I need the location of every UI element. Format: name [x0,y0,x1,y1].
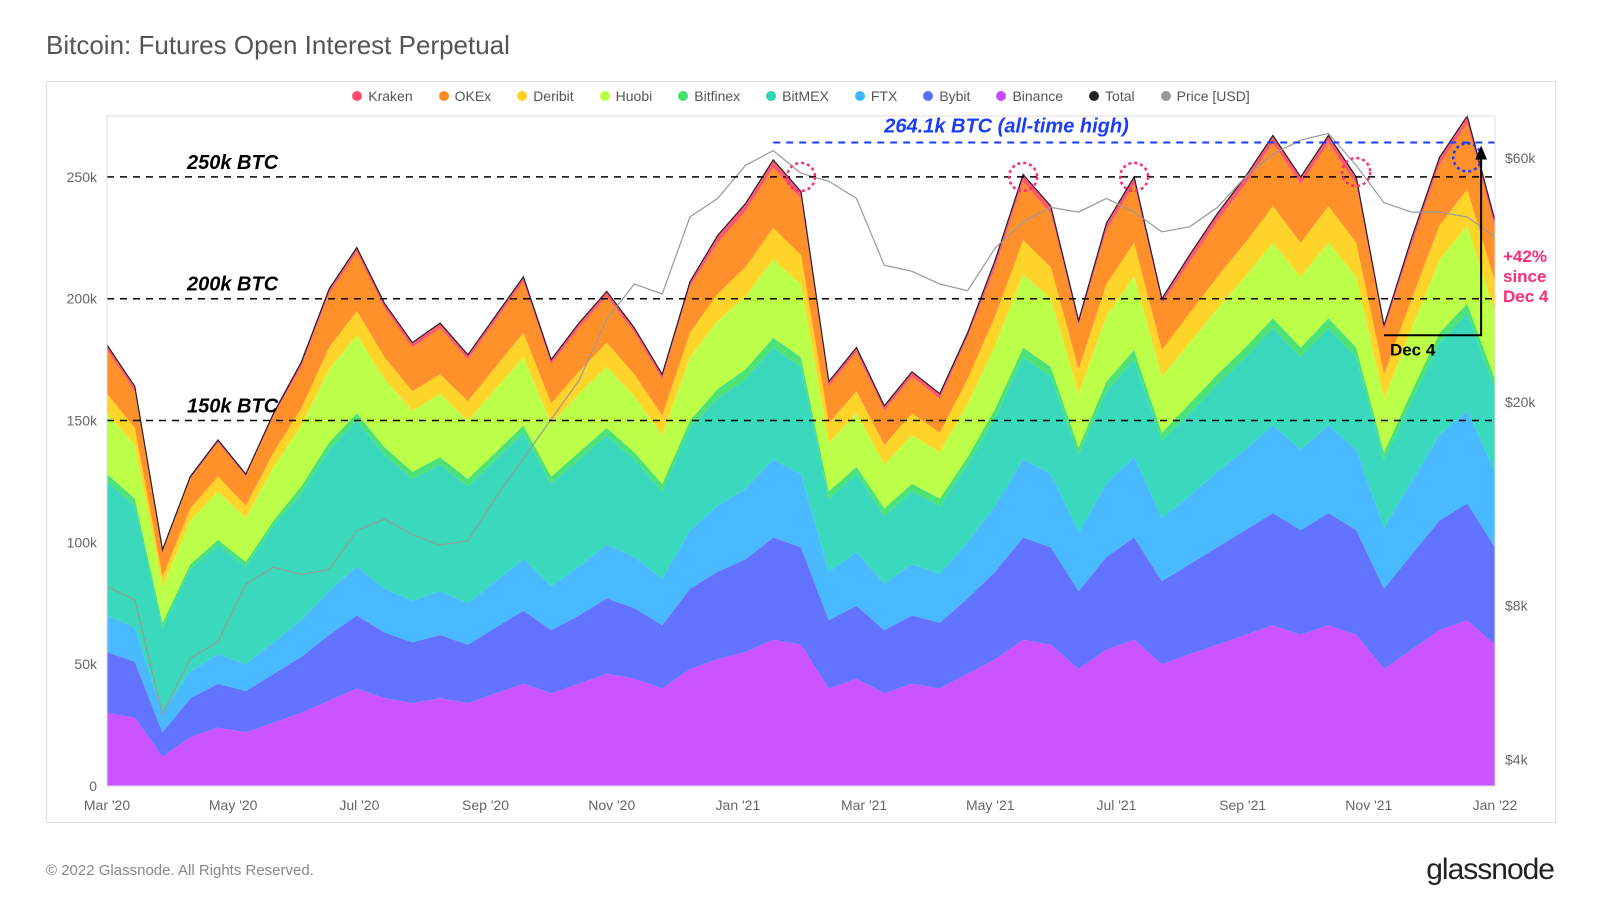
ref-line-label: 200k BTC [186,274,279,296]
copyright-text: © 2022 Glassnode. All Rights Reserved. [46,862,314,879]
dec4-label: Dec 4 [1390,340,1436,359]
chart-frame: KrakenOKExDeribitHuobiBitfinexBitMEXFTXB… [46,81,1556,823]
ref-line-label: 150k BTC [187,396,279,418]
x-tick: Sep '21 [1219,797,1266,813]
brand-logo: glassnode [1426,853,1554,887]
x-tick: May '21 [966,797,1015,813]
y-right-tick: $8k [1505,597,1529,613]
x-tick: Jul '20 [339,797,379,813]
x-tick: Jan '21 [716,797,761,813]
x-tick: Nov '21 [1345,797,1392,813]
x-tick: Sep '20 [462,797,509,813]
chart-title: Bitcoin: Futures Open Interest Perpetual [46,30,1560,61]
ref-line-label: 250k BTC [186,152,279,174]
x-tick: Nov '20 [588,797,635,813]
x-tick: Mar '21 [841,797,887,813]
x-tick: Jul '21 [1096,797,1136,813]
pct-annotation: +42% [1503,247,1547,266]
pct-annotation: Dec 4 [1503,287,1549,306]
y-right-tick: $60k [1505,150,1536,166]
y-left-tick: 0 [89,778,97,794]
y-left-tick: 50k [74,656,98,672]
y-left-tick: 100k [67,534,98,550]
x-tick: May '20 [209,797,258,813]
y-left-tick: 250k [67,169,98,185]
x-tick: Mar '20 [84,797,130,813]
y-left-tick: 150k [67,413,98,429]
x-tick: Jan '22 [1473,797,1518,813]
y-right-tick: $20k [1505,394,1536,410]
chart-svg: 0 50k 100k 150k 200k 250k $4k $8k $20k $60k Mar '2… [47,82,1555,822]
y-left-tick: 200k [67,291,98,307]
pct-annotation: since [1503,267,1546,286]
y-right-tick: $4k [1505,751,1529,767]
ath-label: 264.1k BTC (all-time high) [883,116,1129,138]
